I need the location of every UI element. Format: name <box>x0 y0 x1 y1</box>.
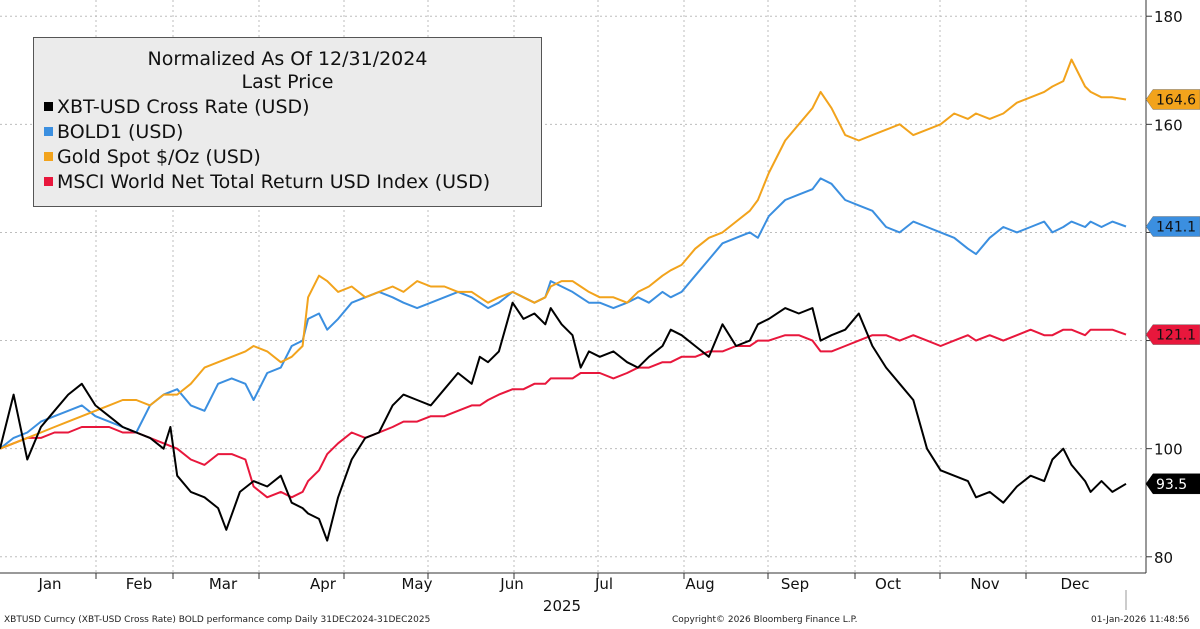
series-line-3 <box>0 328 1127 499</box>
y-tick-label-160: 160 <box>1154 116 1183 134</box>
y-tick-label-80: 80 <box>1154 549 1173 567</box>
legend-label-bold1: BOLD1 (USD) <box>57 121 184 143</box>
x-tick-label-May: May <box>401 575 432 593</box>
legend-label-gold: Gold Spot $/Oz (USD) <box>57 146 261 168</box>
series-line-1 <box>0 177 1127 450</box>
x-tick-label-Dec: Dec <box>1060 575 1089 593</box>
last-value-badge-0 <box>1145 473 1200 495</box>
last-value-badge-2 <box>1145 89 1200 110</box>
x-tick-label-Apr: Apr <box>310 575 337 593</box>
x-tick-label-Jan: Jan <box>37 575 61 593</box>
series-line-2 <box>0 58 1127 450</box>
y-tick-label-100: 100 <box>1154 441 1183 459</box>
footer-copyright: Copyright© 2026 Bloomberg Finance L.P. <box>672 615 858 625</box>
last-value-label-2: 164.6 <box>1156 92 1196 108</box>
x-tick-label-Jul: Jul <box>594 575 613 593</box>
series-line-0 <box>0 301 1127 542</box>
x-tick-label-Nov: Nov <box>970 575 999 593</box>
legend-item-gold: Gold Spot $/Oz (USD) <box>34 145 541 170</box>
x-tick-label-Sep: Sep <box>781 575 809 593</box>
last-value-badge-3 <box>1145 324 1200 345</box>
last-value-label-3: 121.1 <box>1156 328 1196 344</box>
legend-title-line-2: Last Price <box>241 71 334 93</box>
x-tick-label-Aug: Aug <box>685 575 714 593</box>
legend-label-xbt: XBT-USD Cross Rate (USD) <box>57 96 310 118</box>
footer-timestamp: 01-Jan-2026 11:48:56 <box>1091 615 1190 625</box>
x-tick-label-Jun: Jun <box>499 575 523 593</box>
x-tick-label-Oct: Oct <box>875 575 901 593</box>
last-value-badge-1 <box>1145 216 1200 237</box>
legend-item-xbt: XBT-USD Cross Rate (USD) <box>34 95 541 120</box>
last-value-label-0: 93.5 <box>1156 477 1187 493</box>
legend-item-bold1: BOLD1 (USD) <box>34 120 541 145</box>
chart-legend: Normalized As Of 12/31/2024 Last Price X… <box>33 37 542 207</box>
x-tick-label-Mar: Mar <box>209 575 238 593</box>
legend-title-line-1: Normalized As Of 12/31/2024 <box>147 48 428 70</box>
y-tick-label-180: 180 <box>1154 8 1183 26</box>
last-value-label-1: 141.1 <box>1156 219 1196 235</box>
x-axis-label: 2025 <box>543 597 581 615</box>
footer-description: XBTUSD Curncy (XBT-USD Cross Rate) BOLD … <box>4 615 431 625</box>
x-tick-label-Feb: Feb <box>126 575 153 593</box>
legend-label-msci: MSCI World Net Total Return USD Index (U… <box>57 171 491 193</box>
legend-item-msci: MSCI World Net Total Return USD Index (U… <box>34 170 541 195</box>
